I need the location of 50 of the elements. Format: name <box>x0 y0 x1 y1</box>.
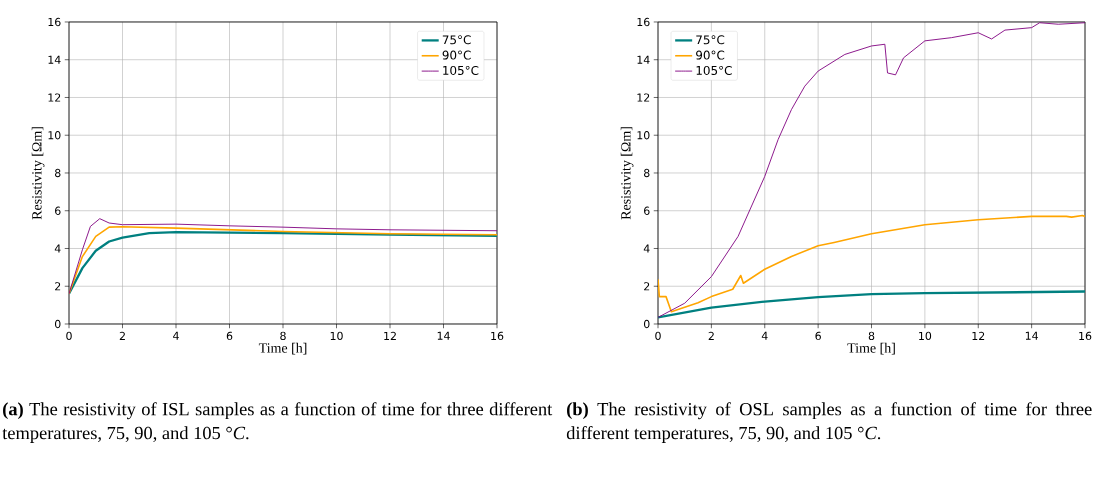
x-tick-label: 2 <box>119 331 125 340</box>
y-tick-label: 12 <box>637 93 650 102</box>
x-axis-title: Time [h] <box>847 342 895 355</box>
x-tick-label: 14 <box>437 331 450 340</box>
x-tick-label: 16 <box>491 331 504 341</box>
x-tick-label: 14 <box>1025 331 1038 340</box>
x-tick-label: 0 <box>655 331 661 341</box>
y-tick-label: 8 <box>644 168 650 178</box>
x-tick-label: 8 <box>280 331 286 341</box>
y-tick-label: 14 <box>637 55 650 64</box>
y-tick-label: 0 <box>643 319 650 329</box>
line-series <box>658 214 1086 313</box>
y-axis-title: Resistivity [Ωm] <box>620 127 634 220</box>
y-tick-label: 12 <box>48 93 61 102</box>
text: (a) The resistivity of ISL samples as a function of time for three different temperatures, 75, 90, and 105 °C. <box>2 402 553 443</box>
x-tick-label: 10 <box>919 331 932 341</box>
y-tick-label: 6 <box>644 206 650 215</box>
x-tick-label: 0 <box>66 331 72 341</box>
x-tick-label: 4 <box>761 331 768 340</box>
y-tick-label: 4 <box>54 244 61 253</box>
y-tick-label: 14 <box>48 55 61 64</box>
x-tick-label: 10 <box>330 331 343 341</box>
legend-label: 105°C <box>443 65 479 75</box>
y-tick-label: 16 <box>48 17 61 27</box>
x-tick-label: 12 <box>972 331 985 340</box>
y-tick-label: 16 <box>637 17 650 27</box>
x-tick-label: 8 <box>868 331 875 341</box>
text: (b) The resistivity of OSL samples as a function of time for three different temperatures, 75, 90, and 105 °C. <box>566 402 1092 443</box>
y-tick-label: 2 <box>644 282 650 291</box>
legend-label: 105°C <box>696 65 732 75</box>
y-tick-label: 8 <box>55 168 61 178</box>
y-tick-label: 2 <box>55 282 61 291</box>
y-axis-title: Resistivity [Ωm] <box>31 127 45 220</box>
y-tick-label: 10 <box>637 131 650 140</box>
x-tick-label: 12 <box>384 331 396 340</box>
legend-label: 75°C <box>442 35 471 45</box>
x-tick-label: 4 <box>173 331 179 340</box>
y-tick-label: 4 <box>643 244 650 253</box>
x-tick-label: 6 <box>226 331 233 341</box>
y-tick-label: 6 <box>55 206 61 215</box>
y-tick-label: 10 <box>48 131 61 140</box>
x-tick-label: 16 <box>1079 331 1092 341</box>
legend-label: 90°C <box>442 50 471 60</box>
x-axis-title: Time [h] <box>258 342 307 355</box>
line-series <box>658 22 1086 318</box>
x-tick-label: 6 <box>815 331 821 341</box>
x-tick-label: 2 <box>708 331 714 340</box>
legend-label: 90°C <box>696 50 725 60</box>
legend-label: 75°C <box>696 35 725 45</box>
y-tick-label: 0 <box>54 319 61 329</box>
